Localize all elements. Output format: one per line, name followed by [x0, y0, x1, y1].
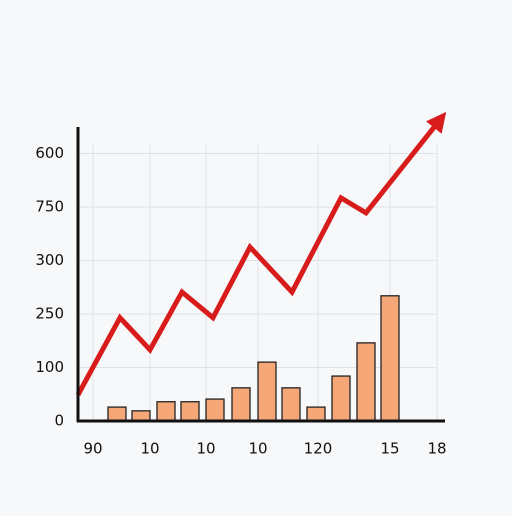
x-tick-label: 18 — [427, 440, 446, 458]
x-tick-label: 15 — [380, 440, 399, 458]
bar — [156, 401, 176, 422]
x-tick-label: 10 — [248, 440, 267, 458]
y-tick-label: 300 — [35, 251, 64, 269]
bar — [356, 342, 376, 422]
bar — [380, 295, 400, 422]
bar — [231, 387, 251, 422]
y-tick-label: 100 — [35, 358, 64, 376]
bar — [205, 398, 225, 422]
bar — [281, 387, 301, 422]
y-tick-label: 250 — [35, 304, 64, 322]
x-tick-label: 120 — [304, 440, 333, 458]
bar — [180, 401, 200, 422]
x-tick-label: 10 — [140, 440, 159, 458]
bar — [131, 410, 151, 422]
trend-line — [75, 111, 447, 396]
bar — [331, 375, 351, 422]
x-tick-label: 10 — [196, 440, 215, 458]
bar — [257, 361, 277, 422]
y-tick-label: 600 — [35, 144, 64, 162]
y-tick-label: 0 — [54, 412, 64, 430]
x-tick-label: 90 — [83, 440, 102, 458]
y-tick-label: 750 — [35, 197, 64, 215]
bar — [107, 406, 127, 422]
bar — [306, 406, 326, 422]
